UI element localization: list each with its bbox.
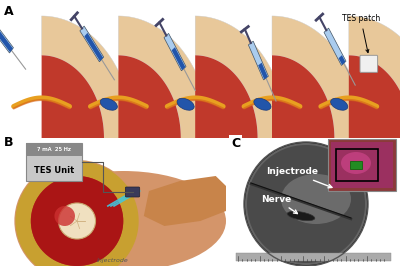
Bar [336,149,378,181]
Polygon shape [172,47,185,70]
Polygon shape [144,176,226,226]
Text: 7 mA  25 Hz: 7 mA 25 Hz [37,147,71,152]
Polygon shape [272,55,334,138]
Circle shape [262,160,350,248]
Polygon shape [0,19,14,53]
Ellipse shape [254,98,271,110]
Polygon shape [16,161,139,266]
Bar [328,139,396,191]
Polygon shape [195,16,287,138]
Circle shape [245,143,367,265]
Ellipse shape [100,98,117,110]
Polygon shape [258,63,268,79]
Text: A: A [4,5,14,18]
Text: B: B [4,136,14,149]
Text: 7 mA  25 Hz: 7 mA 25 Hz [37,147,71,152]
FancyBboxPatch shape [125,187,140,197]
Bar [26,143,82,156]
FancyBboxPatch shape [26,143,82,181]
Polygon shape [118,55,181,138]
Polygon shape [84,33,103,61]
Polygon shape [349,55,400,138]
Polygon shape [42,55,104,138]
Bar [236,253,391,261]
Circle shape [16,161,139,266]
Text: C: C [231,137,240,150]
Polygon shape [339,55,345,65]
Circle shape [244,142,368,266]
Polygon shape [248,41,268,80]
Text: TES Unit: TES Unit [34,166,74,175]
Circle shape [58,203,96,239]
Polygon shape [349,16,400,138]
Polygon shape [0,20,13,52]
Polygon shape [324,28,346,65]
Circle shape [280,177,332,231]
Text: Nerve: Nerve [261,194,298,214]
Bar [350,161,362,169]
Circle shape [247,145,365,263]
Ellipse shape [287,211,315,221]
Ellipse shape [20,171,226,266]
Circle shape [244,142,368,266]
Ellipse shape [177,98,194,110]
Circle shape [288,186,324,222]
Text: Injectrode: Injectrode [97,258,129,263]
Text: TES patch: TES patch [342,14,380,53]
Bar [328,139,396,191]
Circle shape [253,151,359,257]
FancyBboxPatch shape [360,55,378,72]
Circle shape [270,169,342,239]
Polygon shape [195,55,258,138]
Polygon shape [164,34,186,71]
Bar [331,142,393,188]
Polygon shape [272,16,364,138]
Polygon shape [118,16,210,138]
Ellipse shape [281,174,351,224]
Ellipse shape [341,152,371,174]
Ellipse shape [331,98,348,110]
Text: Injectrode: Injectrode [266,168,332,188]
Polygon shape [80,26,104,62]
Circle shape [297,195,315,213]
Circle shape [54,206,75,226]
Polygon shape [42,16,134,138]
Circle shape [31,176,123,266]
